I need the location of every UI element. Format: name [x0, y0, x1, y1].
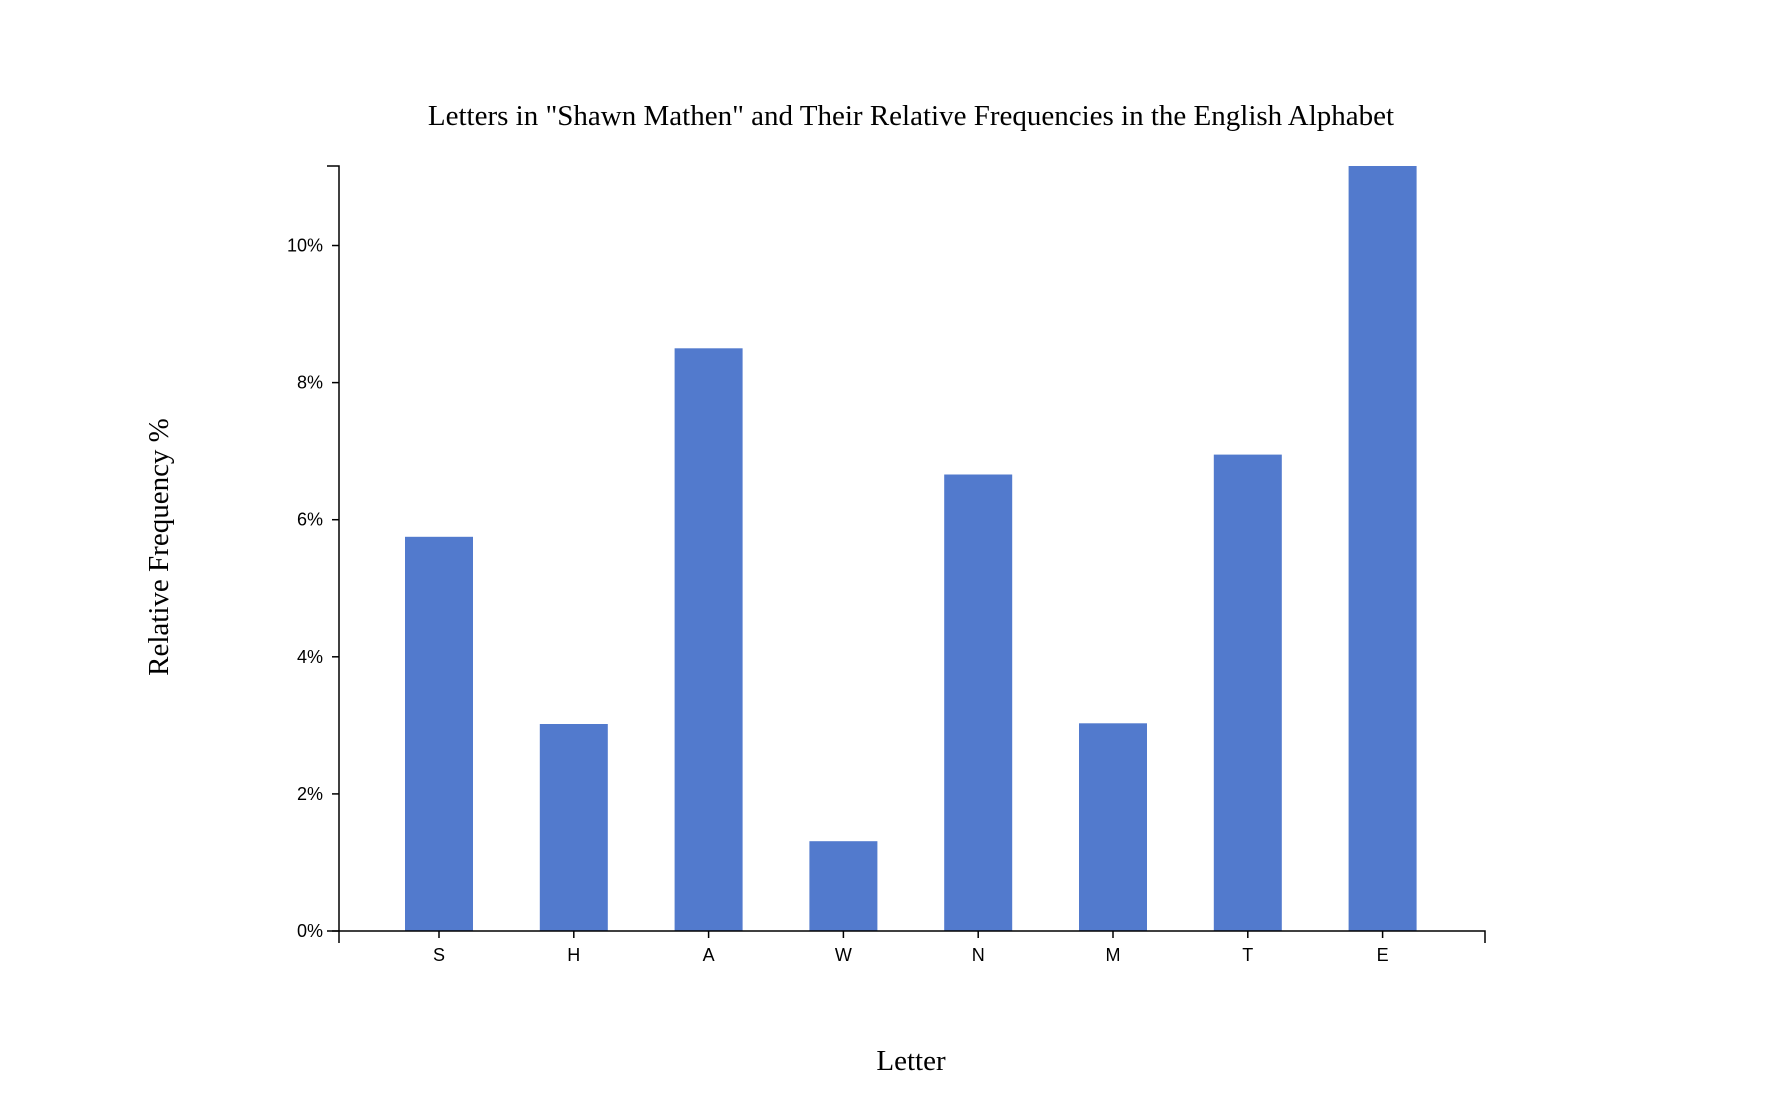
x-tick-label: E [1377, 945, 1389, 965]
bar-m [1079, 723, 1147, 931]
y-tick-label: 2% [297, 784, 323, 804]
x-tick-label: A [703, 945, 715, 965]
y-tick-label: 0% [297, 921, 323, 941]
y-tick-label: 8% [297, 373, 323, 393]
x-tick-label: W [835, 945, 852, 965]
bar-a [674, 348, 743, 931]
x-axis-label: Letter [876, 1045, 946, 1077]
bar-t [1213, 454, 1282, 931]
y-axis-line [327, 165, 340, 932]
bar-h [539, 724, 608, 931]
bar-w [809, 841, 878, 931]
x-tick-label: T [1242, 945, 1253, 965]
x-tick-label: M [1106, 945, 1121, 965]
y-tick-label: 10% [287, 236, 323, 256]
y-axis-label: Relative Frequency % [143, 418, 175, 676]
bar-n [944, 474, 1013, 931]
plot-area: S H A W N M T E 0% 2% 4% 6% 8% 10% [287, 165, 1486, 965]
x-tick-label: N [972, 945, 985, 965]
x-tick-label: H [567, 945, 580, 965]
bar-e [1348, 166, 1417, 931]
x-axis-line [338, 930, 1486, 943]
y-tick-label: 6% [297, 510, 323, 530]
bar-s [405, 536, 473, 931]
chart-title: Letters in "Shawn Mathen" and Their Rela… [428, 100, 1394, 132]
y-tick-label: 4% [297, 647, 323, 667]
x-tick-label: S [433, 945, 445, 965]
